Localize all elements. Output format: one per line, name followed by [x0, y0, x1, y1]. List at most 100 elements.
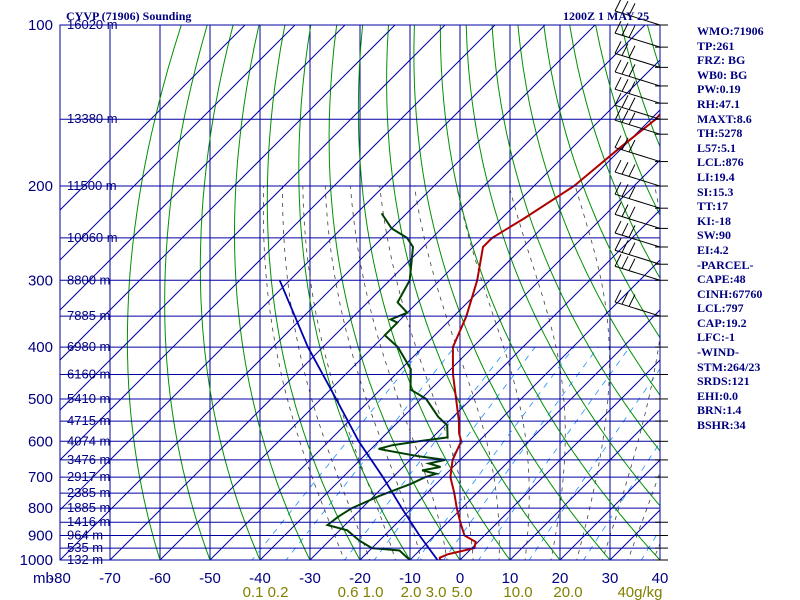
wind-barb-flag-icon	[614, 254, 622, 267]
temperature-tick-label: 0	[456, 570, 464, 587]
height-label: 2385 m	[67, 485, 110, 500]
height-label: 8800 m	[67, 272, 110, 287]
moist-adiabat-line	[262, 186, 345, 560]
dry-adiabat-line	[569, 25, 660, 280]
height-label: 964 m	[67, 528, 103, 543]
moist-adiabat-line	[456, 186, 530, 560]
pressure-tick-label: 100	[28, 17, 53, 34]
wind-barb-flag-icon	[621, 79, 629, 92]
isotherm-line	[60, 25, 246, 211]
mixing-ratio-label: 2.0	[401, 584, 422, 600]
sounding-index-item: LI:19.4	[697, 169, 735, 184]
wind-barb-flag-icon	[621, 184, 629, 197]
wind-barb-flag-icon	[614, 20, 622, 34]
temperature-tick-label: -60	[149, 570, 171, 587]
dry-adiabat-line	[126, 25, 182, 560]
moist-adiabat-line	[601, 186, 660, 560]
isotherm-line	[60, 25, 446, 411]
isotherms	[60, 25, 660, 560]
height-label: 6980 m	[67, 339, 110, 354]
sounding-index-item: TT:17	[697, 199, 729, 214]
wind-barb-flag-icon	[621, 43, 629, 56]
wind-barb-flag-icon	[628, 258, 636, 271]
mixing-ratio-line	[285, 346, 455, 560]
dry-adiabat-line	[543, 25, 660, 339]
sounding-index-item: TP:261	[697, 38, 735, 53]
sounding-index-item: WMO:71906	[697, 24, 764, 38]
sounding-index-item: CAPE:48	[697, 272, 746, 287]
wind-barb-flag-icon	[614, 0, 622, 12]
mixing-ratio-label: 0.6	[338, 584, 359, 600]
moist-adiabat-line	[282, 186, 371, 560]
isotherm-line	[60, 25, 396, 361]
sounding-index-item: L57:5.1	[697, 140, 736, 155]
wind-barb-icon	[614, 193, 661, 209]
height-label: 535 m	[67, 540, 103, 555]
wind-barb-icon	[614, 301, 661, 317]
temperature-tick-label: -30	[299, 570, 321, 587]
wind-barb-icon	[614, 249, 661, 265]
isotherm-line	[209, 109, 660, 560]
isotherm-line	[60, 25, 296, 261]
station-title: CYVP (71906) Sounding	[66, 9, 192, 23]
wind-barb-flag-icon	[621, 204, 629, 217]
wind-barb-flag-icon	[621, 110, 629, 123]
mixing-ratio-line	[443, 346, 599, 560]
wind-barb-icon	[614, 232, 661, 248]
sounding-index-item: LCL:876	[697, 155, 744, 170]
height-label: 10060 m	[67, 230, 118, 245]
wind-barb-flag-icon	[628, 45, 636, 58]
dry-adiabat-line	[164, 25, 211, 560]
wind-barb-flag-icon	[614, 202, 622, 215]
temperature-tick-label: -70	[99, 570, 121, 587]
wind-barb-flag-icon	[628, 112, 636, 125]
sounding-index-item: SRDS:121	[697, 374, 750, 389]
wind-barb-flag-icon	[614, 135, 622, 148]
wind-barb-flag-icon	[628, 139, 636, 153]
wind-barb-flag-icon	[621, 222, 629, 236]
isotherm-line	[459, 359, 660, 560]
wind-barb-flag-icon	[628, 25, 636, 38]
isotherm-line	[509, 409, 660, 560]
wind-barb-flag-icon	[628, 186, 636, 199]
mixing-ratio-line	[478, 346, 631, 560]
dry-adiabat-line	[386, 25, 561, 560]
wind-barb-flag-icon	[621, 240, 629, 253]
sounding-profiles	[278, 112, 660, 560]
wind-barb-flag-icon	[621, 256, 629, 269]
dry-adiabat-line	[491, 25, 660, 452]
mixing-ratio-label: 0.1	[243, 584, 264, 600]
mixing-ratio-label: 3.0	[426, 584, 447, 600]
sounding-index-item: SW:90	[697, 228, 732, 243]
pressure-unit-label: mb	[33, 570, 54, 587]
mixing-ratio-lines	[251, 346, 660, 560]
temperature-tick-label: 10	[502, 570, 519, 587]
height-label: 2917 m	[67, 469, 110, 484]
mixing-ratio-line	[640, 528, 660, 560]
sounding-index-item: SI:15.3	[697, 184, 734, 199]
mixing-ratio-line	[416, 346, 575, 560]
isotherm-line	[109, 25, 646, 560]
height-label: 132 m	[67, 552, 103, 567]
wind-barb-flag-icon	[614, 107, 622, 121]
isotherm-line	[60, 25, 546, 511]
moist-adiabat-line	[508, 185, 566, 560]
mixing-ratio-line	[251, 346, 424, 560]
mixing-ratio-label: 1.0	[363, 584, 384, 600]
pressure-tick-label: 700	[28, 469, 53, 486]
wind-barb-flag-icon	[621, 95, 629, 108]
sounding-index-item: PW:0.19	[697, 82, 741, 97]
isotherm-line	[559, 459, 660, 560]
wind-barb-flag-icon	[628, 206, 636, 220]
wind-barb-icon	[614, 147, 661, 163]
sounding-index-item: -PARCEL-	[697, 257, 754, 272]
sounding-index-item: EI:4.2	[697, 242, 729, 257]
wind-barb-flag-icon	[621, 61, 629, 75]
moist-adiabat-line	[350, 186, 448, 560]
wind-barb-flag-icon	[614, 181, 622, 195]
isotherm-line	[259, 159, 660, 560]
temperature-tick-label: -20	[349, 570, 371, 587]
pressure-tick-label: 1000	[20, 552, 53, 569]
